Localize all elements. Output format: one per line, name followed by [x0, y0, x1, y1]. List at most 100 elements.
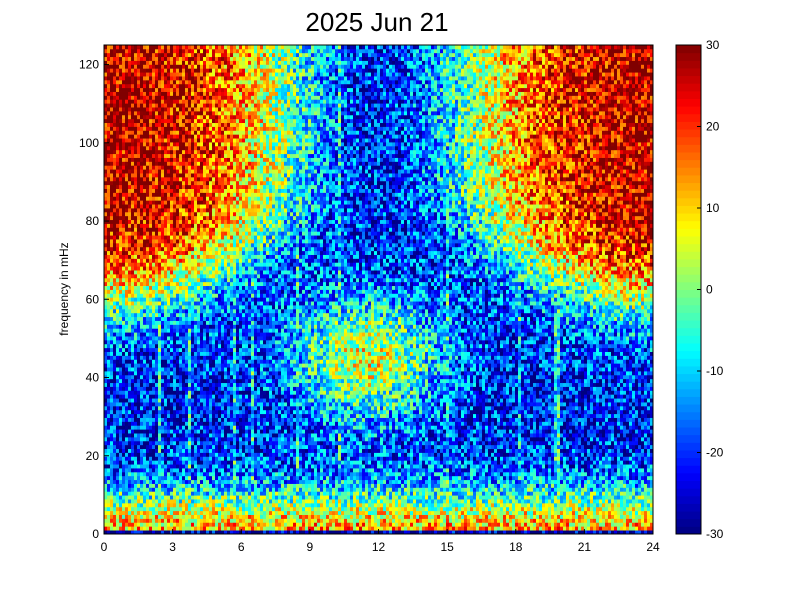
- heatmap-cell: [149, 239, 153, 244]
- heatmap-cell: [203, 440, 207, 446]
- heatmap-cell: [170, 60, 174, 65]
- heatmap-cell: [131, 246, 135, 252]
- heatmap-cell: [152, 487, 156, 492]
- heatmap-cell: [149, 320, 153, 325]
- heatmap-cell: [125, 502, 129, 508]
- heatmap-cell: [116, 246, 120, 252]
- heatmap-cell: [158, 460, 162, 465]
- heatmap-cell: [194, 91, 198, 96]
- heatmap-cell: [167, 277, 171, 283]
- heatmap-cell: [170, 483, 174, 488]
- heatmap-cell: [146, 386, 150, 391]
- heatmap-cell: [155, 421, 159, 426]
- heatmap-cell: [146, 479, 150, 484]
- heatmap-cell: [128, 328, 132, 333]
- heatmap-cell: [119, 382, 123, 387]
- heatmap-cell: [107, 110, 111, 116]
- heatmap-cell: [191, 378, 195, 384]
- heatmap-cell: [218, 114, 222, 120]
- heatmap-cell: [194, 316, 198, 321]
- heatmap-cell: [221, 378, 225, 384]
- heatmap-cell: [194, 514, 198, 519]
- heatmap-cell: [203, 91, 207, 96]
- heatmap-cell: [188, 103, 192, 108]
- heatmap-cell: [104, 510, 108, 515]
- heatmap-cell: [164, 64, 168, 69]
- heatmap-cell: [155, 456, 159, 461]
- heatmap-cell: [173, 429, 177, 434]
- heatmap-cell: [209, 448, 213, 453]
- heatmap-cell: [149, 495, 153, 500]
- heatmap-cell: [140, 110, 144, 116]
- heatmap-cell: [152, 64, 156, 69]
- heatmap-cell: [149, 87, 153, 92]
- heatmap-cell: [179, 436, 183, 442]
- heatmap-cell: [182, 316, 186, 321]
- heatmap-cell: [179, 76, 183, 81]
- heatmap-cell: [215, 52, 219, 58]
- heatmap-cell: [194, 339, 198, 345]
- heatmap-cell: [221, 246, 225, 252]
- heatmap-cell: [149, 522, 153, 527]
- heatmap-cell: [203, 413, 207, 418]
- heatmap-cell: [170, 413, 174, 418]
- heatmap-cell: [203, 355, 207, 360]
- heatmap-cell: [188, 223, 192, 228]
- heatmap-cell: [119, 122, 123, 127]
- heatmap-cell: [209, 188, 213, 193]
- heatmap-cell: [209, 336, 213, 341]
- heatmap-cell: [131, 281, 135, 287]
- heatmap-cell: [173, 506, 177, 512]
- heatmap-cell: [131, 200, 135, 205]
- heatmap-cell: [191, 180, 195, 186]
- heatmap-cell: [134, 134, 138, 139]
- heatmap-cell: [164, 417, 168, 422]
- heatmap-cell: [164, 398, 168, 403]
- heatmap-cell: [185, 83, 189, 89]
- heatmap-cell: [221, 367, 225, 372]
- heatmap-cell: [143, 483, 147, 488]
- heatmap-cell: [152, 386, 156, 391]
- heatmap-cell: [191, 483, 195, 488]
- heatmap-cell: [137, 254, 141, 259]
- heatmap-cell: [209, 239, 213, 244]
- heatmap-cell: [206, 180, 210, 186]
- heatmap-cell: [137, 219, 141, 224]
- heatmap-cell: [110, 68, 114, 73]
- heatmap-cell: [185, 301, 189, 306]
- heatmap-cell: [143, 196, 147, 201]
- heatmap-cell: [107, 312, 111, 318]
- heatmap-cell: [170, 460, 174, 465]
- heatmap-cell: [182, 444, 186, 450]
- heatmap-cell: [146, 173, 150, 178]
- heatmap-cell: [212, 479, 216, 484]
- heatmap-cell: [173, 522, 177, 527]
- heatmap-cell: [152, 285, 156, 290]
- heatmap-cell: [128, 149, 132, 155]
- heatmap-cell: [140, 506, 144, 512]
- heatmap-cell: [107, 83, 111, 89]
- heatmap-cell: [107, 204, 111, 209]
- heatmap-cell: [173, 386, 177, 391]
- heatmap-cell: [122, 495, 126, 500]
- heatmap-cell: [188, 289, 192, 294]
- heatmap-cell: [143, 270, 147, 275]
- heatmap-cell: [140, 227, 144, 232]
- heatmap-cell: [200, 76, 204, 81]
- heatmap-cell: [149, 246, 153, 252]
- heatmap-cell: [125, 122, 129, 127]
- heatmap-cell: [191, 518, 195, 523]
- heatmap-cell: [182, 208, 186, 213]
- heatmap-cell: [146, 242, 150, 248]
- heatmap-cell: [155, 208, 159, 213]
- heatmap-cell: [113, 343, 117, 349]
- heatmap-cell: [200, 149, 204, 155]
- heatmap-cell: [134, 347, 138, 352]
- heatmap-cell: [140, 444, 144, 450]
- heatmap-cell: [134, 56, 138, 61]
- heatmap-cell: [137, 273, 141, 279]
- heatmap-cell: [218, 130, 222, 135]
- heatmap-cell: [161, 522, 165, 527]
- heatmap-cell: [137, 510, 141, 515]
- heatmap-cell: [197, 161, 201, 166]
